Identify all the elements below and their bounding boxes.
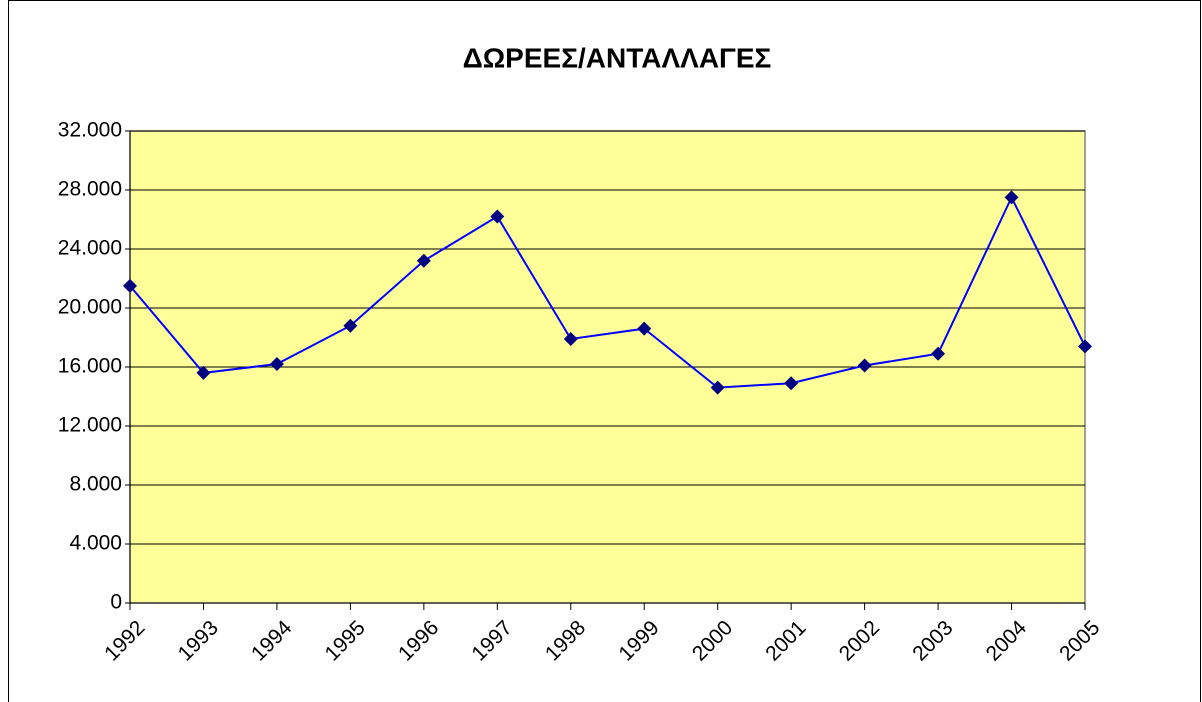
y-tick-label: 32.000	[58, 119, 122, 142]
y-tick-label: 8.000	[69, 473, 122, 496]
marker	[1078, 339, 1092, 354]
marker	[490, 209, 505, 224]
marker	[637, 321, 652, 336]
marker	[931, 346, 946, 361]
y-tick-label: 24.000	[58, 237, 122, 260]
y-tick-label: 16.000	[58, 355, 122, 378]
y-tick-label: 20.000	[58, 296, 122, 319]
marker	[269, 357, 284, 372]
marker	[416, 253, 431, 268]
chart-title: ΔΩΡΕΕΣ/ΑΝΤΑΛΛΑΓΕΣ	[463, 42, 772, 73]
y-tick-label: 4.000	[69, 532, 122, 555]
marker	[857, 358, 872, 373]
marker	[123, 278, 137, 293]
marker	[563, 331, 578, 346]
y-tick-label: 28.000	[58, 178, 122, 201]
marker	[710, 380, 725, 395]
marker	[1004, 190, 1019, 205]
y-tick-label: 12.000	[58, 414, 122, 437]
y-tick-label: 0	[110, 591, 122, 614]
marker	[196, 365, 211, 380]
marker	[784, 376, 799, 391]
line	[129, 195, 1086, 389]
marker	[343, 318, 358, 333]
